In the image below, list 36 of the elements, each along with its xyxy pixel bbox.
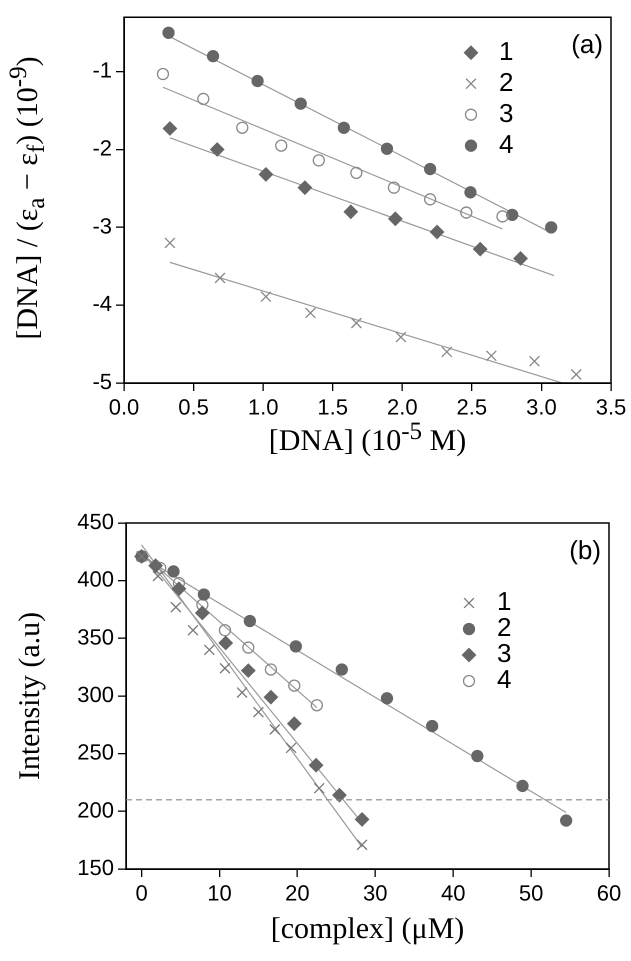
x-axis-title: [complex] (μM) [270, 912, 464, 946]
x-tick-label: 30 [363, 880, 388, 906]
y-tick-label: 300 [77, 682, 114, 708]
legend-label: 1 [499, 36, 514, 66]
x-tick-label: 2.0 [386, 394, 418, 420]
y-axis-title: Intensity (a.u) [13, 612, 47, 780]
y-tick-label: 350 [77, 624, 114, 650]
y-tick-label: -5 [92, 369, 112, 394]
x-tick-label: 20 [285, 880, 310, 906]
y-tick-label: 450 [77, 509, 114, 534]
x-tick-label: 60 [596, 880, 622, 906]
x-tick-label: 0.0 [108, 394, 140, 420]
x-axis-title: [DNA] (10$^{-5}$ M) [268, 418, 466, 458]
legend-label: 3 [499, 98, 514, 128]
x-tick-label: 40 [440, 880, 466, 906]
y-tick-label: -2 [92, 136, 112, 161]
annotation: (b) [569, 535, 601, 565]
x-tick-label: 10 [207, 880, 232, 906]
annotation: (a) [571, 29, 603, 60]
x-tick-label: 1.5 [317, 394, 348, 420]
legend-label: 4 [499, 128, 514, 159]
x-tick-label: 3.5 [596, 394, 626, 420]
x-tick-label: 1.0 [248, 394, 278, 420]
y-tick-label: 250 [77, 740, 114, 765]
x-tick-label: 0.5 [178, 394, 209, 420]
x-tick-label: 50 [518, 880, 544, 906]
y-tick-label: 150 [77, 855, 114, 880]
legend-label: 2 [499, 66, 514, 97]
x-tick-label: 0 [135, 880, 148, 906]
y-tick-label: 200 [77, 797, 114, 822]
x-tick-label: 3.0 [526, 394, 557, 420]
x-tick-label: 2.5 [456, 394, 488, 420]
y-tick-label: -4 [92, 291, 112, 316]
y-tick-label: 400 [77, 566, 114, 592]
y-tick-label: -1 [92, 58, 112, 83]
y-tick-label: -3 [92, 213, 112, 238]
